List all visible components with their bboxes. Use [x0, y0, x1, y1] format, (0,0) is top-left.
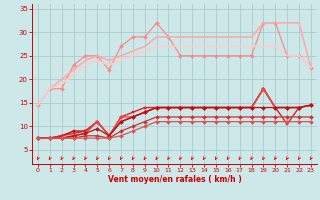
X-axis label: Vent moyen/en rafales ( km/h ): Vent moyen/en rafales ( km/h )	[108, 175, 241, 184]
